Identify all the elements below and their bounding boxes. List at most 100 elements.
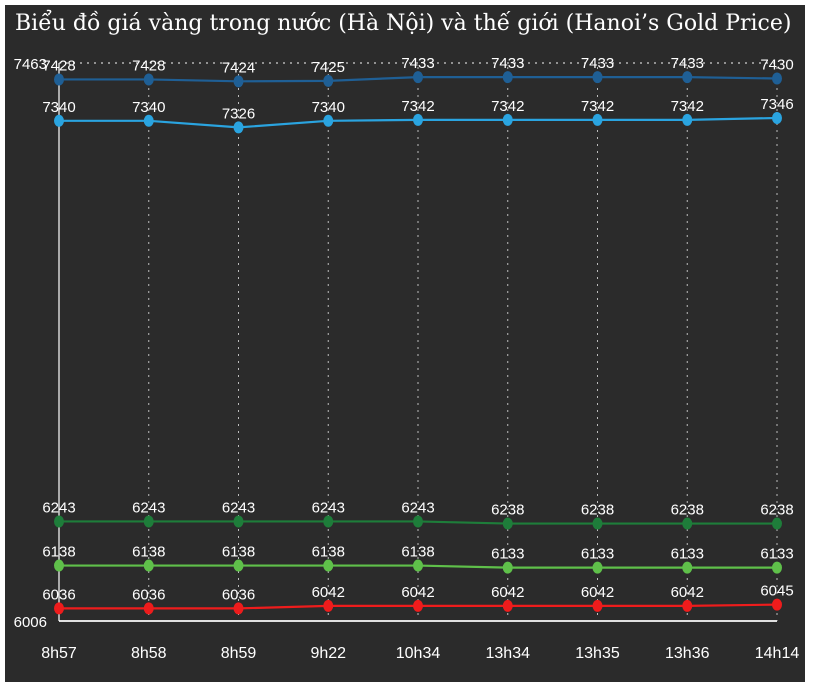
data-label-s2-14h14: 7346: [760, 96, 793, 113]
data-label-s1-8h57: 7428: [42, 57, 75, 74]
data-point-s5-10h34: [413, 599, 423, 612]
data-label-s1-13h36: 7433: [671, 55, 704, 72]
data-point-s5-14h14: [772, 598, 782, 611]
x-tick-label-13h35: 13h35: [575, 645, 620, 662]
data-label-s1-13h34: 7433: [491, 55, 524, 72]
y-tick-label-7463: 7463: [14, 56, 47, 73]
data-label-s4-13h36: 6133: [671, 546, 704, 563]
data-label-s5-13h34: 6042: [491, 584, 524, 601]
x-tick-label-9h22: 9h22: [310, 645, 346, 662]
data-point-s2-13h35: [592, 113, 603, 126]
data-label-s4-8h58: 6138: [132, 544, 165, 561]
data-label-s4-13h34: 6133: [491, 546, 524, 563]
data-point-s2-9h22: [323, 114, 334, 127]
data-label-s4-13h35: 6133: [581, 546, 614, 563]
data-point-s1-13h34: [502, 71, 513, 84]
data-label-s2-13h36: 7342: [671, 98, 704, 115]
data-point-s3-13h34: [502, 517, 513, 530]
data-label-s5-8h59: 6036: [222, 586, 255, 603]
data-point-s5-8h57: [54, 602, 64, 615]
data-point-s1-8h59: [233, 75, 244, 88]
data-point-s1-13h36: [682, 71, 693, 84]
data-point-s4-9h22: [323, 559, 334, 572]
data-label-s5-8h57: 6036: [42, 586, 75, 603]
data-point-s3-10h34: [413, 515, 423, 528]
data-label-s3-8h59: 6243: [222, 499, 255, 516]
data-point-s2-8h59: [233, 121, 244, 134]
data-point-s3-8h58: [143, 515, 154, 528]
data-point-s4-13h36: [682, 561, 693, 574]
data-point-s4-14h14: [772, 561, 782, 574]
data-label-s1-8h59: 7424: [222, 59, 255, 76]
line-chart: 7463 6006 8h57 8h58 8h59 9h22 10h34 13h34 13h35 1…: [14, 55, 800, 662]
data-point-s4-13h35: [592, 561, 603, 574]
data-label-s1-14h14: 7430: [760, 57, 793, 74]
data-point-s4-8h57: [54, 559, 64, 572]
data-label-s4-10h34: 6138: [401, 544, 434, 561]
x-tick-label-13h34: 13h34: [486, 645, 531, 662]
data-point-s5-13h36: [682, 599, 693, 612]
data-point-s2-8h58: [143, 114, 154, 127]
data-label-s5-13h35: 6042: [581, 584, 614, 601]
data-point-s3-13h35: [592, 517, 603, 530]
data-point-s4-10h34: [413, 559, 423, 572]
data-label-s5-9h22: 6042: [312, 584, 345, 601]
data-label-s3-10h34: 6243: [401, 499, 434, 516]
x-tick-label-10h34: 10h34: [396, 645, 441, 662]
data-point-s1-13h35: [592, 71, 603, 84]
y-tick-label-6006: 6006: [14, 614, 47, 631]
data-point-s1-9h22: [323, 74, 334, 87]
x-tick-label-13h36: 13h36: [665, 645, 710, 662]
data-label-s3-13h35: 6238: [581, 502, 614, 519]
data-point-s5-8h58: [143, 602, 154, 615]
data-label-s2-13h34: 7342: [491, 98, 524, 115]
data-label-s3-13h34: 6238: [491, 502, 524, 519]
data-label-s4-8h57: 6138: [42, 544, 75, 561]
data-label-s2-8h57: 7340: [42, 99, 75, 116]
chart-title: Biểu đồ giá vàng trong nước (Hà Nội) và …: [15, 11, 792, 36]
data-point-s2-10h34: [413, 113, 423, 126]
data-label-s3-8h57: 6243: [42, 499, 75, 516]
data-point-s1-10h34: [413, 71, 423, 84]
data-label-s4-9h22: 6138: [312, 544, 345, 561]
data-label-s2-13h35: 7342: [581, 98, 614, 115]
data-label-s3-9h22: 6243: [312, 499, 345, 516]
data-label-s3-8h58: 6243: [132, 499, 165, 516]
data-label-s4-14h14: 6133: [760, 546, 793, 563]
data-label-s1-10h34: 7433: [401, 55, 434, 72]
x-tick-label-14h14: 14h14: [755, 645, 800, 662]
data-point-s5-13h34: [502, 599, 513, 612]
data-point-s5-8h59: [233, 602, 244, 615]
x-tick-label-8h57: 8h57: [41, 645, 77, 662]
data-point-s2-13h34: [502, 113, 513, 126]
data-label-s4-8h59: 6138: [222, 544, 255, 561]
data-label-s5-13h36: 6042: [671, 584, 704, 601]
data-point-s4-8h59: [233, 559, 244, 572]
data-point-s2-14h14: [772, 111, 782, 124]
x-tick-label-8h59: 8h59: [221, 645, 257, 662]
data-point-s2-8h57: [54, 114, 64, 127]
data-label-s2-8h59: 7326: [222, 105, 255, 122]
data-point-s3-8h57: [54, 515, 64, 528]
data-label-s1-8h58: 7428: [132, 57, 165, 74]
data-label-s5-10h34: 6042: [401, 584, 434, 601]
data-point-s3-14h14: [772, 517, 782, 530]
data-point-s3-8h59: [233, 515, 244, 528]
data-label-s2-9h22: 7340: [312, 99, 345, 116]
data-point-s2-13h36: [682, 113, 693, 126]
data-label-s1-13h35: 7433: [581, 55, 614, 72]
data-point-s5-9h22: [323, 599, 334, 612]
data-point-s5-13h35: [592, 599, 603, 612]
data-point-s1-8h58: [143, 73, 154, 86]
data-label-s5-8h58: 6036: [132, 586, 165, 603]
data-label-s3-13h36: 6238: [671, 502, 704, 519]
data-point-s1-8h57: [54, 73, 64, 86]
data-label-s1-9h22: 7425: [312, 59, 345, 76]
chart-frame: Biểu đồ giá vàng trong nước (Hà Nội) và …: [5, 5, 805, 682]
data-label-s2-8h58: 7340: [132, 99, 165, 116]
x-tick-label-8h58: 8h58: [131, 645, 167, 662]
data-label-s3-14h14: 6238: [760, 502, 793, 519]
data-point-s4-8h58: [143, 559, 154, 572]
data-point-s3-9h22: [323, 515, 334, 528]
data-label-s2-10h34: 7342: [401, 98, 434, 115]
